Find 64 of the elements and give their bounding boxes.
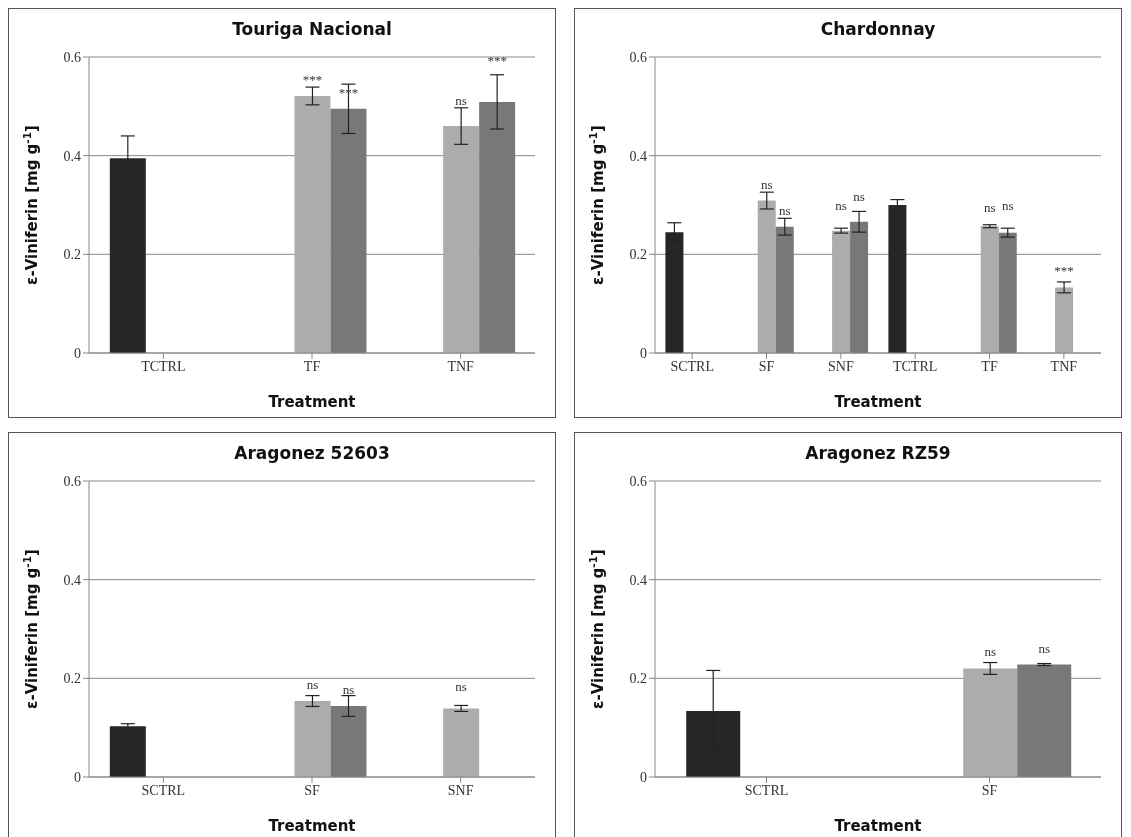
bar [832, 230, 851, 353]
y-tick-label: 0 [640, 345, 647, 361]
y-tick-label: 0.2 [629, 671, 647, 687]
x-tick-label: SCTRL [670, 358, 714, 374]
bar [1055, 287, 1074, 353]
bar [294, 701, 331, 777]
y-tick-label: 0.6 [63, 49, 81, 65]
chart-title: Aragonez RZ59 [804, 443, 952, 463]
x-axis-title: Treatment [267, 393, 357, 411]
bar [109, 726, 146, 777]
x-axis-title: Treatment [267, 817, 357, 835]
y-tick-label: 0.6 [629, 473, 647, 489]
data-label: ns [455, 679, 467, 694]
x-tick-label: SCTRL [141, 782, 186, 798]
chart-title: Aragonez 52603 [233, 443, 391, 463]
x-axis-title: Treatment [833, 393, 923, 411]
x-tick-label: TF [981, 358, 998, 374]
bar [980, 226, 999, 353]
x-tick-label: SCTRL [744, 782, 789, 798]
data-label: ns [983, 199, 996, 215]
bar [443, 708, 480, 777]
bar [998, 232, 1017, 353]
x-tick-label: SNF [827, 358, 854, 374]
y-tick-label: 0 [74, 345, 81, 361]
data-label: ns [984, 644, 996, 660]
data-label: ns [1038, 640, 1050, 656]
y-tick-label: 0 [74, 769, 81, 785]
data-label: ns [1001, 198, 1014, 214]
x-tick-label: SF [304, 782, 320, 798]
y-tick-label: 0.2 [629, 247, 647, 263]
y-tick-label: 0.4 [629, 148, 647, 164]
data-label: ns [835, 198, 847, 214]
data-label: *** [487, 53, 507, 69]
y-tick-label: 0.4 [63, 148, 81, 164]
y-tick-label: 0.2 [63, 247, 81, 263]
y-tick-label: 0.4 [629, 572, 647, 588]
y-tick-label: 0.6 [63, 473, 81, 489]
bar [850, 221, 869, 353]
x-tick-label: SF [981, 782, 998, 798]
data-label: *** [302, 71, 323, 87]
data-label: ns [853, 189, 865, 205]
data-label: ns [455, 93, 467, 109]
x-tick-label: TCTRL [892, 358, 938, 374]
data-label: ns [342, 681, 355, 697]
data-label: ns [778, 202, 791, 218]
bar [775, 226, 794, 353]
y-tick-label: 0.4 [63, 572, 81, 588]
x-tick-label: SNF [447, 782, 474, 798]
data-label: ns [306, 677, 319, 693]
chart-title: Touriga Nacional [231, 19, 393, 39]
bar [757, 200, 776, 353]
data-label: ns [760, 176, 773, 192]
x-tick-label: TNF [447, 358, 475, 374]
x-tick-label: TCTRL [141, 358, 186, 374]
data-label: *** [1054, 263, 1074, 279]
x-tick-label: TF [303, 358, 321, 374]
x-axis-title: Treatment [833, 817, 923, 835]
bar [330, 705, 367, 777]
x-tick-label: SF [758, 358, 775, 374]
y-tick-label: 0.6 [629, 49, 647, 65]
y-tick-label: 0 [640, 769, 647, 785]
chart-title: Chardonnay [819, 19, 937, 39]
y-tick-label: 0.2 [63, 671, 81, 687]
x-tick-label: TNF [1050, 358, 1078, 374]
